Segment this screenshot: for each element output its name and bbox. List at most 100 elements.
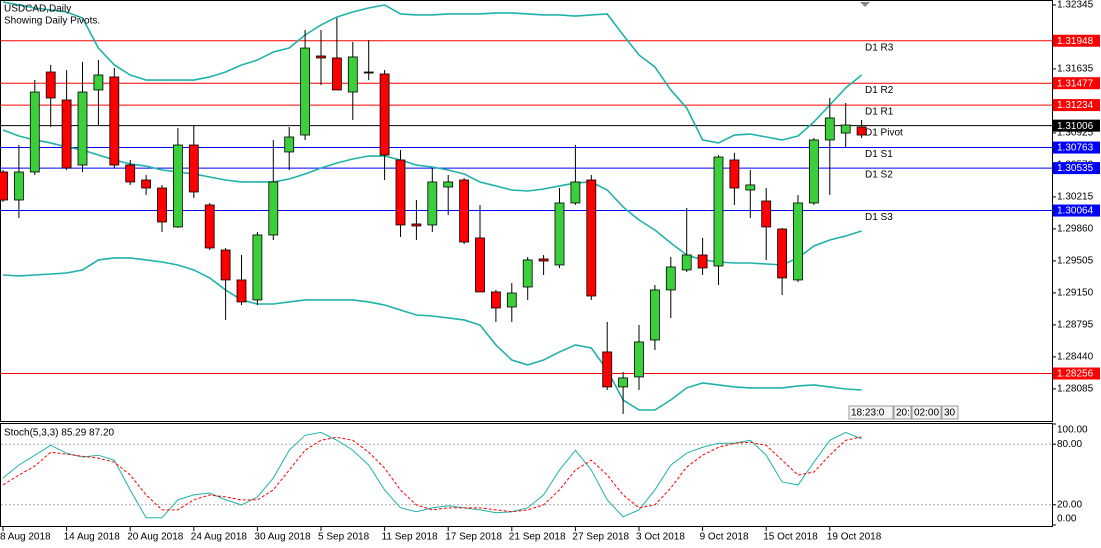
candle-body	[316, 55, 326, 59]
price-box	[1053, 162, 1100, 175]
candle-body	[490, 291, 501, 309]
y-tick-label: 80.00	[1057, 439, 1082, 450]
candle-body	[538, 258, 549, 262]
x-tick-label: 15 Oct 2018	[763, 532, 818, 543]
candle-body	[761, 200, 772, 228]
x-tick-label: 24 Aug 2018	[191, 532, 248, 543]
price-box	[1053, 367, 1100, 380]
stoch-panel-frame	[0, 423, 1053, 527]
x-tick-label: 5 Sep 2018	[318, 532, 370, 543]
y-tick-label: 1.30215	[1057, 192, 1094, 203]
pivot-label: D1 R1	[865, 107, 894, 118]
timer-text: 18:23:0	[851, 408, 885, 419]
y-tick-label: 1.29860	[1057, 224, 1094, 235]
candle-body	[204, 204, 215, 249]
timer-box	[893, 405, 912, 420]
candle-body	[29, 91, 40, 173]
candle-body	[252, 234, 263, 301]
candle-body	[427, 181, 438, 226]
y-tick-label: 1.28795	[1057, 320, 1094, 331]
price-panel-frame	[0, 0, 1053, 422]
band-lower	[2, 257, 862, 411]
pivot-label: D1 S2	[865, 170, 893, 181]
x-tick-label: 20 Aug 2018	[127, 532, 184, 543]
chart-menu-icon[interactable]	[860, 2, 870, 7]
price-box-label: 1.30064	[1057, 206, 1094, 217]
timer-text: 30	[944, 408, 956, 419]
candle-body	[475, 237, 485, 293]
candle-body	[554, 202, 565, 266]
x-tick-label: 3 Oct 2018	[636, 532, 685, 543]
stoch-line	[2, 436, 862, 513]
candle-body	[697, 254, 708, 269]
candle-body	[125, 164, 136, 183]
price-box-label: 1.31006	[1057, 121, 1094, 132]
pivot-label: D1 Pivot	[865, 127, 903, 138]
candle-body	[650, 289, 660, 341]
timer-box	[848, 405, 894, 420]
candle-body	[586, 179, 597, 297]
y-tick-label: 20.00	[1057, 499, 1082, 510]
price-box-label: 1.31234	[1057, 100, 1094, 111]
candle-body	[681, 254, 692, 271]
x-tick-label: 17 Sep 2018	[445, 532, 502, 543]
y-tick-label: 1.31635	[1057, 64, 1094, 75]
price-box	[1053, 99, 1100, 112]
y-tick-label: 1.29505	[1057, 256, 1094, 267]
timer-box	[911, 405, 942, 420]
candle-body	[300, 47, 311, 136]
candle-body	[443, 181, 454, 188]
timer-box	[941, 405, 959, 420]
x-tick-label: 19 Oct 2018	[827, 532, 882, 543]
price-box	[1053, 77, 1100, 90]
x-tick-label: 27 Sep 2018	[572, 532, 629, 543]
y-tick-label: 1.32345	[1057, 0, 1094, 11]
candle-body	[411, 223, 422, 227]
price-box	[1053, 34, 1100, 47]
candle-body	[379, 73, 390, 156]
candle-body	[0, 171, 8, 201]
candle-body	[236, 279, 247, 303]
candle-body	[856, 126, 867, 136]
candle-body	[93, 74, 104, 91]
candle-body	[506, 292, 517, 308]
candle-body	[777, 228, 787, 279]
x-tick-label: 11 Sep 2018	[382, 532, 438, 543]
candle-body	[220, 249, 231, 281]
price-box-label: 1.31477	[1057, 78, 1094, 89]
pivot-label: D1 R3	[865, 42, 894, 53]
candle-body	[665, 266, 676, 291]
price-box-label: 1.30763	[1057, 143, 1094, 154]
candle-body	[363, 71, 374, 74]
candle-body	[522, 259, 533, 288]
candle-body	[268, 181, 279, 236]
candle-body	[141, 179, 152, 189]
pivot-label: D1 S3	[865, 212, 893, 223]
candle-body	[77, 91, 88, 166]
y-tick-label: 1.30925	[1057, 128, 1094, 139]
y-tick-label: 0.00	[1057, 514, 1077, 525]
candle-body	[793, 202, 803, 281]
price-box-label: 1.31948	[1057, 36, 1094, 47]
candle-body	[809, 139, 819, 204]
y-tick-label: 1.28440	[1057, 352, 1094, 363]
x-tick-label: 21 Sep 2018	[509, 532, 566, 543]
candle-body	[188, 144, 199, 193]
timer-text: 02:00	[914, 408, 939, 419]
candle-body	[347, 56, 358, 93]
candle-body	[745, 184, 756, 191]
x-tick-label: 14 Aug 2018	[64, 532, 121, 543]
x-tick-label: 30 Aug 2018	[254, 532, 311, 543]
candle-body	[395, 159, 406, 226]
candle-body	[61, 99, 72, 169]
y-tick-label: 1.29150	[1057, 288, 1094, 299]
x-tick-label: 8 Aug 2018	[0, 532, 51, 543]
candle-body	[840, 124, 851, 134]
candle-body	[634, 341, 644, 378]
y-tick-label: 1.28085	[1057, 384, 1094, 395]
candle-body	[109, 76, 120, 166]
